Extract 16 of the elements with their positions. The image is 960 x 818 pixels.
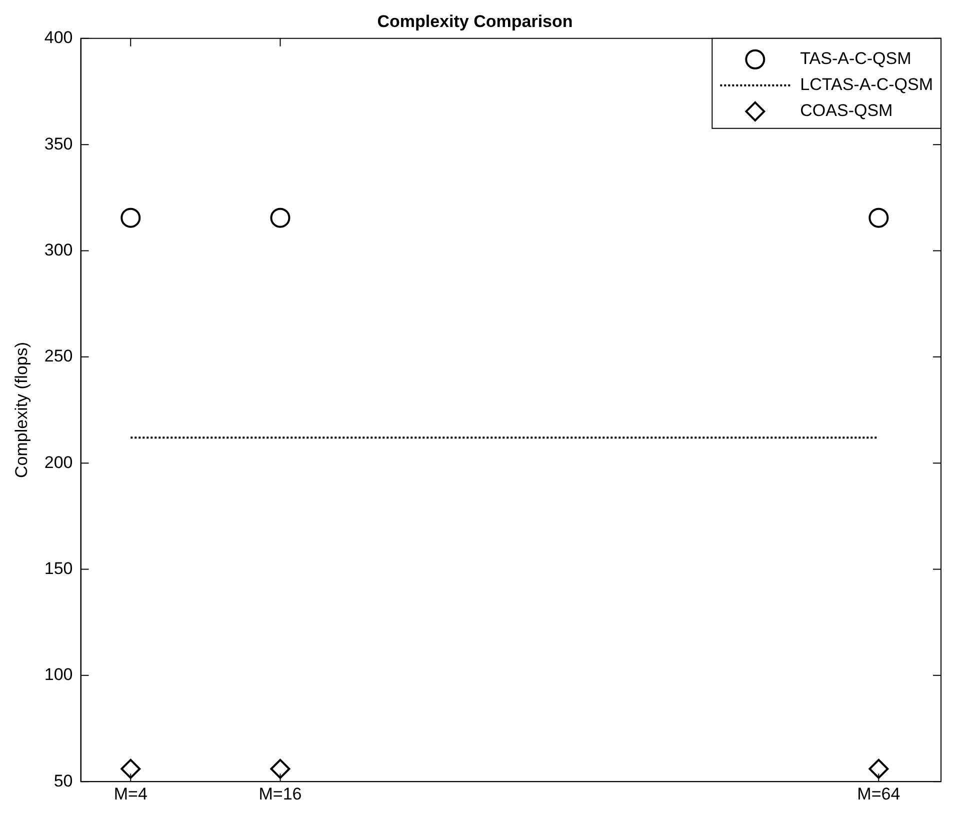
chart-title: Complexity Comparison — [377, 12, 573, 31]
y-tick-label: 350 — [44, 134, 73, 154]
y-tick-label: 100 — [44, 665, 73, 684]
y-tick-label: 250 — [44, 346, 73, 366]
legend-label: LCTAS-A-C-QSM — [800, 75, 934, 94]
x-tick-label: M=4 — [114, 784, 148, 804]
legend-label: COAS-QSM — [800, 101, 893, 120]
y-tick-label: 300 — [44, 240, 73, 260]
y-tick-label: 50 — [54, 771, 73, 790]
y-tick-label: 200 — [44, 452, 73, 472]
legend-label: TAS-A-C-QSM — [800, 49, 912, 68]
y-axis-title: Complexity (flops) — [12, 342, 31, 478]
y-tick-label: 400 — [44, 28, 73, 48]
y-tick-label: 150 — [44, 558, 73, 578]
x-tick-label: M=16 — [258, 784, 302, 804]
x-tick-label: M=64 — [857, 784, 900, 804]
